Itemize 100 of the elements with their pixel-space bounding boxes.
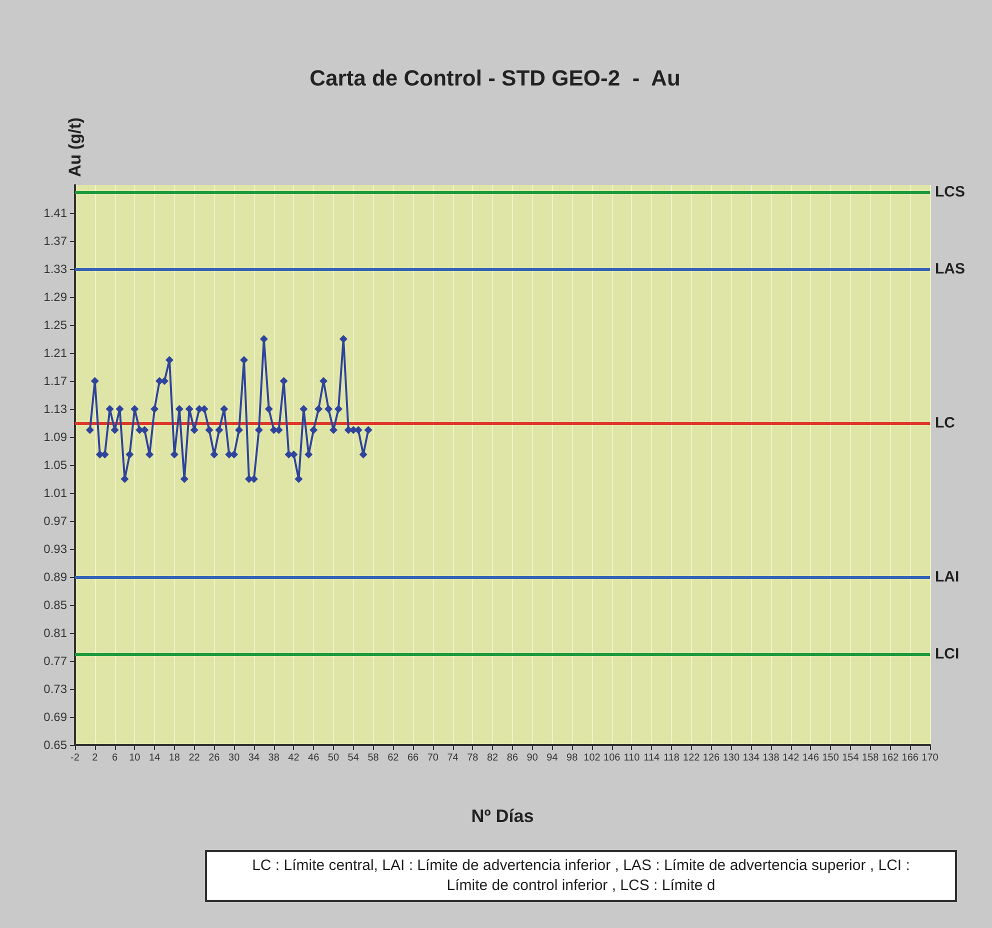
ref-line-label: LCS xyxy=(935,184,965,200)
y-tick-label: 0.69 xyxy=(44,710,68,724)
point xyxy=(180,475,188,483)
y-tick-label: 1.21 xyxy=(44,346,68,360)
y-tick-label: 0.73 xyxy=(44,682,68,696)
x-tick-label: 142 xyxy=(782,752,800,764)
y-tick-label: 0.81 xyxy=(44,626,68,640)
ref-line-label: LCI xyxy=(935,646,960,662)
point xyxy=(126,450,134,458)
point xyxy=(86,426,94,434)
x-tick-label: -2 xyxy=(70,752,80,764)
x-tick-label: 30 xyxy=(228,752,240,764)
point xyxy=(324,405,333,413)
point xyxy=(364,426,372,434)
x-tick-label: 106 xyxy=(604,752,621,764)
point xyxy=(205,426,214,434)
y-axis-title: Au (g/t) xyxy=(66,118,84,177)
x-tick-label: 154 xyxy=(842,752,860,764)
x-tick-label: 138 xyxy=(762,752,780,764)
y-tick-label: 0.65 xyxy=(44,738,68,752)
point xyxy=(264,405,273,413)
point xyxy=(254,426,263,434)
point xyxy=(359,450,368,458)
point xyxy=(339,335,348,343)
x-tick-label: 158 xyxy=(862,752,880,764)
point xyxy=(175,405,184,413)
y-tick-label: 1.09 xyxy=(44,430,68,444)
point xyxy=(320,377,328,385)
y-tick-label: 0.77 xyxy=(44,654,68,668)
point xyxy=(130,405,139,413)
point xyxy=(304,450,313,458)
x-tick-label: 74 xyxy=(447,752,459,764)
x-tick-label: 18 xyxy=(168,752,180,764)
point xyxy=(235,426,244,434)
y-tick-label: 1.37 xyxy=(44,234,68,248)
point xyxy=(240,356,248,364)
x-tick-label: 58 xyxy=(368,752,380,764)
x-tick-label: 166 xyxy=(902,752,919,764)
point xyxy=(120,475,129,483)
x-tick-label: 94 xyxy=(546,752,558,764)
point xyxy=(106,405,114,413)
x-tick-label: 50 xyxy=(328,752,340,764)
y-tick-label: 0.93 xyxy=(44,542,68,556)
y-tick-label: 1.01 xyxy=(44,486,68,500)
x-tick-label: 126 xyxy=(702,752,720,764)
x-tick-label: 162 xyxy=(882,752,900,764)
x-tick-label: 86 xyxy=(506,752,518,764)
point xyxy=(170,450,178,458)
x-tick-label: 114 xyxy=(644,752,660,764)
text: LC : Límite central, LAI : Límite de advertencia inferior , LAS : Límite de advertencia superior , LCI : Límite de control inferior , LCS : Límite d xyxy=(251,856,911,896)
point xyxy=(210,450,218,458)
x-tick-label: 46 xyxy=(308,752,320,764)
x-tick-label: 62 xyxy=(388,752,400,764)
point xyxy=(220,405,228,413)
y-tick-label: 1.33 xyxy=(44,262,68,276)
x-axis-title: Nº Días xyxy=(471,806,534,826)
point xyxy=(280,377,288,385)
x-tick-label: 42 xyxy=(288,752,300,764)
x-tick-label: 134 xyxy=(742,752,760,764)
point xyxy=(185,405,194,413)
x-tick-label: 6 xyxy=(112,752,118,764)
y-tick-label: 1.17 xyxy=(44,374,68,388)
x-tick-label: 26 xyxy=(208,752,220,764)
y-tick-label: 1.41 xyxy=(44,206,68,220)
ref-line-label: LAI xyxy=(935,568,960,586)
ref-line-label: LC xyxy=(935,414,956,432)
x-tick-label: 118 xyxy=(664,752,680,764)
point xyxy=(146,450,154,458)
x-tick-label: 150 xyxy=(822,752,840,764)
x-tick-label: 34 xyxy=(248,752,260,764)
x-tick-label: 110 xyxy=(624,752,640,764)
y-tick-label: 1.25 xyxy=(44,318,68,332)
point xyxy=(260,335,268,343)
x-tick-label: 78 xyxy=(467,752,479,764)
y-tick-label: 0.89 xyxy=(44,570,68,584)
x-tick-label: 122 xyxy=(683,752,700,764)
y-tick-label: 1.13 xyxy=(44,402,68,416)
x-tick-label: 38 xyxy=(268,752,280,764)
point xyxy=(334,405,342,413)
x-tick-label: 66 xyxy=(407,752,420,764)
ref-line-label: LAS xyxy=(935,260,965,278)
x-tick-label: 82 xyxy=(486,752,499,764)
point xyxy=(314,405,323,413)
x-tick-label: 70 xyxy=(427,752,439,764)
x-tick-label: 146 xyxy=(802,752,820,764)
point xyxy=(165,356,174,364)
x-tick-label: 170 xyxy=(922,752,939,764)
chart-title: Carta de Control - STD GEO-2 - Au xyxy=(310,66,680,90)
y-tick-label: 0.97 xyxy=(44,514,68,528)
point xyxy=(215,426,224,434)
y-tick-label: 1.29 xyxy=(44,290,68,304)
x-tick-label: 130 xyxy=(722,752,740,764)
x-tick-label: 90 xyxy=(526,752,538,764)
point xyxy=(310,426,318,434)
x-tick-label: 14 xyxy=(148,752,161,764)
point xyxy=(300,405,308,413)
y-tick-label: 0.85 xyxy=(44,598,68,612)
y-tick-label: 1.05 xyxy=(44,458,68,472)
point xyxy=(116,405,124,413)
x-tick-label: 54 xyxy=(348,752,360,764)
